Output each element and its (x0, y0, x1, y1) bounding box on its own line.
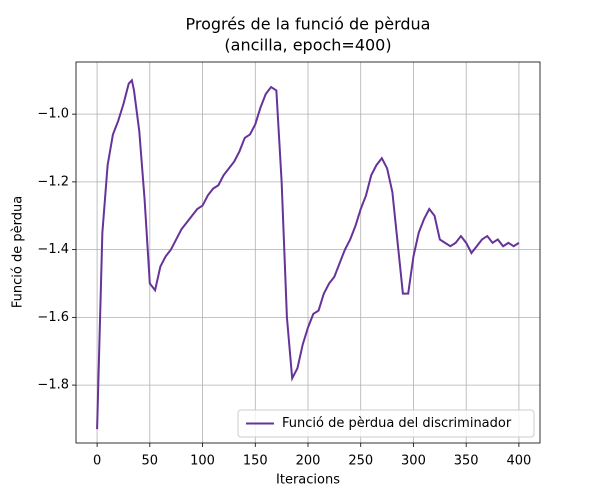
data-line (96, 78, 520, 430)
y-tick-label: −1.0 (37, 107, 69, 122)
x-tick-label: 250 (348, 454, 373, 469)
x-tick-label: 0 (93, 454, 101, 469)
x-tick-label: 350 (454, 454, 479, 469)
x-tick-label: 400 (506, 454, 531, 469)
x-axis-label: Iteracions (276, 473, 340, 488)
y-tick-label: −1.6 (37, 310, 69, 325)
legend-label: Funció de pèrdua del discriminador (282, 416, 512, 431)
plot-frame (75, 61, 541, 444)
y-tick-label: −1.2 (37, 174, 69, 189)
x-tick-label: 200 (296, 454, 321, 469)
legend-box (237, 409, 535, 438)
x-tick-label: 150 (243, 454, 268, 469)
x-tick-label: 50 (142, 454, 159, 469)
x-tick-label: 300 (401, 454, 426, 469)
y-tick-label: −1.4 (37, 242, 69, 257)
y-axis-label: Funció de pèrdua (11, 196, 26, 308)
x-tick-label: 100 (190, 454, 215, 469)
y-tick-label: −1.8 (37, 378, 69, 393)
chart-title: Progrés de la funció de pèrdua (186, 15, 431, 34)
chart-subtitle: (ancilla, epoch=400) (224, 36, 391, 55)
